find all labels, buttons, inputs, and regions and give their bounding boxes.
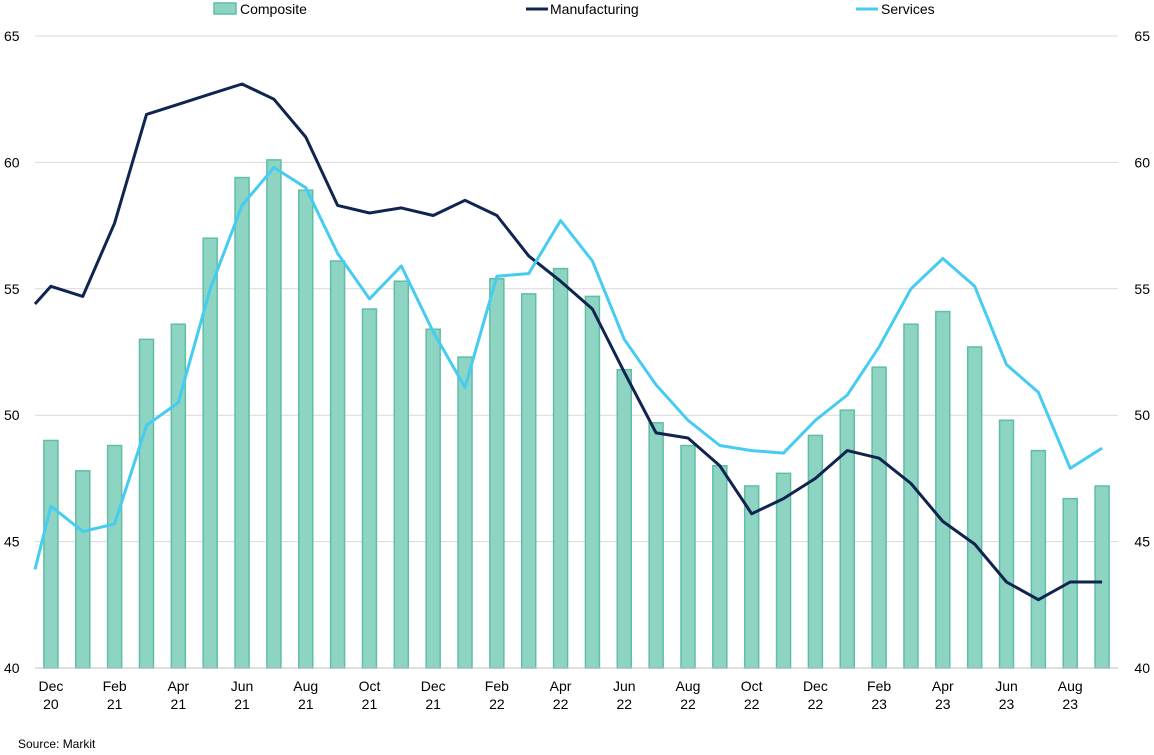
bar-composite xyxy=(1094,485,1110,669)
legend-label-manufacturing: Manufacturing xyxy=(550,1,639,17)
x-tick-label: Jun xyxy=(613,678,636,694)
bar-composite xyxy=(170,323,187,669)
bar-composite xyxy=(43,439,59,669)
bar-composite xyxy=(839,409,855,669)
bar-composite xyxy=(457,356,473,669)
x-tick-label: Apr xyxy=(167,678,189,694)
bar-composite xyxy=(520,293,537,669)
axes: 40 40 45 45 50 50 55 55 60 60 65 65 Dec 20 Feb 21 Apr 21 J… xyxy=(4,28,1150,712)
bar-composite xyxy=(935,310,951,669)
x-tick-label-year: 23 xyxy=(1062,696,1078,712)
bar-composite xyxy=(106,444,123,669)
bar-composite xyxy=(329,260,346,669)
x-tick-label-year: 21 xyxy=(362,696,378,712)
y-tick-right: 55 xyxy=(1134,281,1150,297)
x-tick-label: Dec xyxy=(421,678,446,694)
bar-composite xyxy=(489,277,505,669)
x-tick-label: Apr xyxy=(932,678,954,694)
gridlines xyxy=(35,35,1118,669)
x-tick-label-year: 22 xyxy=(553,696,569,712)
x-tick-label: Aug xyxy=(293,678,318,694)
legend-swatch-composite xyxy=(213,2,237,15)
legend-label-services: Services xyxy=(881,1,935,17)
y-tick-right: 50 xyxy=(1134,407,1150,423)
x-tick-label: Aug xyxy=(1058,678,1083,694)
x-tick-label: Oct xyxy=(741,678,763,694)
x-tick-label-year: 23 xyxy=(871,696,887,712)
x-tick-label-year: 20 xyxy=(43,696,59,712)
x-tick-label: Jun xyxy=(231,678,254,694)
x-tick-label-year: 22 xyxy=(680,696,696,712)
x-tick-label: Feb xyxy=(867,678,891,694)
x-tick-label-year: 21 xyxy=(171,696,187,712)
bar-composite xyxy=(138,338,155,669)
x-tick-label-year: 22 xyxy=(616,696,632,712)
y-tick-right: 65 xyxy=(1134,28,1150,44)
x-tick-label: Jun xyxy=(995,678,1018,694)
bar-composite xyxy=(903,323,919,669)
bar-composite xyxy=(584,295,601,669)
y-tick-left: 45 xyxy=(4,534,20,550)
source-note: Source: Markit xyxy=(18,737,96,751)
bar-composite xyxy=(966,346,983,669)
x-tick-label: Dec xyxy=(803,678,828,694)
y-tick-right: 45 xyxy=(1134,534,1150,550)
bar-composite xyxy=(1030,449,1047,669)
y-tick-left: 65 xyxy=(4,28,20,44)
x-tick-label-year: 22 xyxy=(744,696,760,712)
y-tick-left: 60 xyxy=(4,154,20,170)
bar-composite xyxy=(552,267,569,669)
x-tick-label: Feb xyxy=(103,678,127,694)
bar-composite xyxy=(616,368,633,669)
x-tick-label-year: 23 xyxy=(999,696,1015,712)
bar-composite xyxy=(75,470,91,669)
legend-label-composite: Composite xyxy=(240,1,307,17)
bar-composite xyxy=(234,176,250,669)
bar-composite xyxy=(680,444,696,669)
bar-composite xyxy=(712,465,728,669)
bar-composite xyxy=(298,189,314,669)
bar-composite xyxy=(807,434,824,669)
x-tick-label-year: 22 xyxy=(808,696,824,712)
y-tick-right: 60 xyxy=(1134,154,1150,170)
y-tick-left: 50 xyxy=(4,407,20,423)
x-tick-label-year: 21 xyxy=(234,696,250,712)
x-tick-label: Oct xyxy=(359,678,381,694)
bar-composite xyxy=(998,419,1015,669)
y-tick-left: 40 xyxy=(4,660,20,676)
bar-composite xyxy=(361,308,378,669)
x-tick-label: Dec xyxy=(38,678,63,694)
legend: Composite Manufacturing Services xyxy=(213,1,935,17)
line-manufacturing xyxy=(33,82,1103,602)
bar-composite xyxy=(393,280,410,669)
y-tick-right: 40 xyxy=(1134,660,1150,676)
bar-composite xyxy=(648,422,664,669)
x-tick-label-year: 21 xyxy=(298,696,314,712)
series-lines xyxy=(33,82,1103,602)
x-tick-label: Apr xyxy=(550,678,572,694)
y-tick-left: 55 xyxy=(4,281,20,297)
x-tick-label: Aug xyxy=(676,678,701,694)
x-tick-label-year: 22 xyxy=(489,696,505,712)
composite-bars xyxy=(43,159,1110,669)
x-tick-label: Feb xyxy=(485,678,509,694)
x-tick-label-year: 21 xyxy=(425,696,441,712)
x-tick-label-year: 23 xyxy=(935,696,951,712)
bar-composite xyxy=(266,159,282,669)
bar-composite xyxy=(425,328,441,669)
bar-composite xyxy=(871,366,887,669)
x-tick-label-year: 21 xyxy=(107,696,123,712)
line-services xyxy=(33,166,1103,570)
